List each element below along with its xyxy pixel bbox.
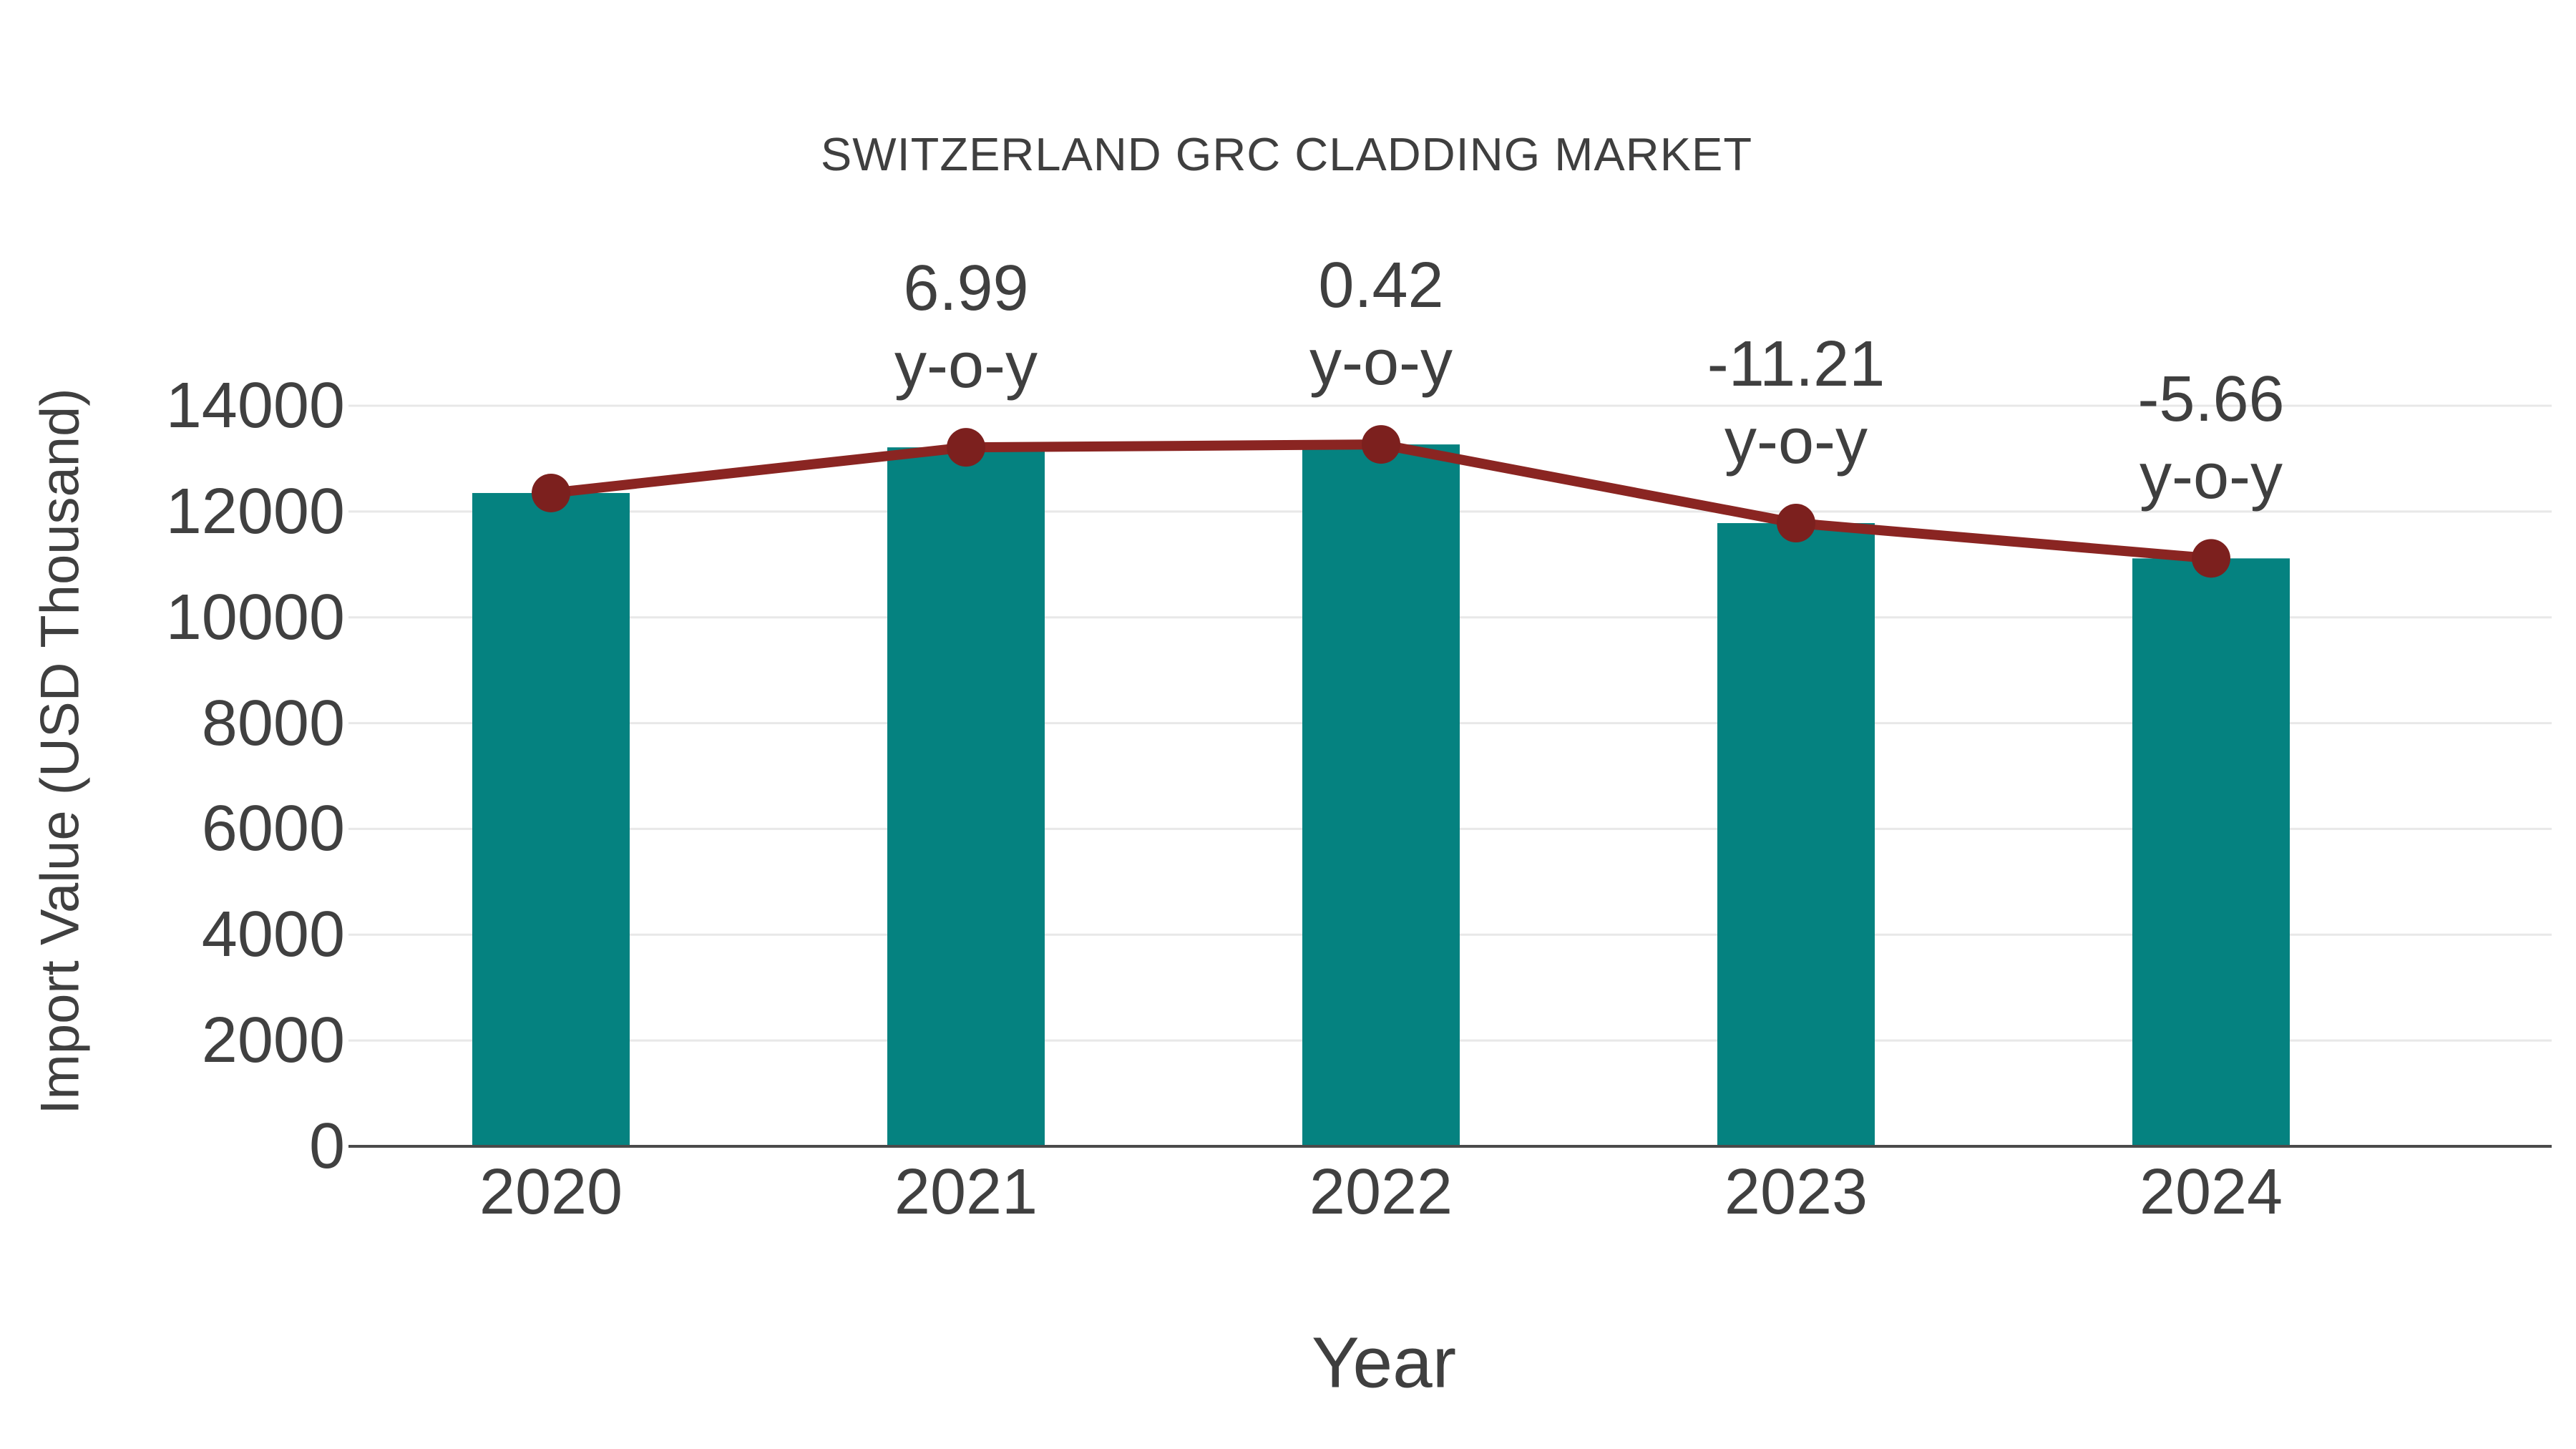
bar-2023 xyxy=(1717,523,1875,1148)
x-tick-label-2021: 2021 xyxy=(894,1156,1038,1228)
marker-2024 xyxy=(2192,539,2230,578)
y-tick-label-14000: 14000 xyxy=(165,370,345,441)
y-tick-label-4000: 4000 xyxy=(201,899,345,971)
annotation-value: -5.66 xyxy=(2137,364,2285,436)
marker-2022 xyxy=(1362,425,1400,464)
annotation-label: y-o-y xyxy=(1724,406,1868,478)
marker-2021 xyxy=(947,428,985,467)
annotation-label: y-o-y xyxy=(2140,441,2283,513)
annotation-2023: -11.21 y-o-y xyxy=(1610,326,1982,480)
annotation-2022: 0.42 y-o-y xyxy=(1195,247,1567,401)
annotation-value: 6.99 xyxy=(903,253,1029,325)
x-tick-label-2023: 2023 xyxy=(1724,1156,1868,1228)
x-tick-label-2020: 2020 xyxy=(479,1156,623,1228)
x-axis-title: Year xyxy=(1311,1322,1457,1403)
annotation-label: y-o-y xyxy=(1309,327,1453,399)
y-tick-label-6000: 6000 xyxy=(201,793,345,865)
y-tick-label-8000: 8000 xyxy=(201,687,345,759)
annotation-2024: -5.66 y-o-y xyxy=(2025,361,2397,515)
bar-2021 xyxy=(887,447,1045,1148)
bar-2020 xyxy=(472,492,630,1148)
annotation-value: -11.21 xyxy=(1707,328,1885,401)
annotation-label: y-o-y xyxy=(894,330,1038,402)
y-tick-label-10000: 10000 xyxy=(165,581,345,653)
bar-2024 xyxy=(2132,558,2290,1148)
bar-2022 xyxy=(1302,444,1460,1148)
marker-2020 xyxy=(532,473,570,512)
y-tick-label-12000: 12000 xyxy=(165,475,345,547)
x-tick-label-2024: 2024 xyxy=(2139,1156,2283,1228)
y-tick-label-0: 0 xyxy=(308,1111,345,1182)
x-tick-label-2022: 2022 xyxy=(1309,1156,1453,1228)
annotation-value: 0.42 xyxy=(1318,250,1444,322)
annotation-2021: 6.99 y-o-y xyxy=(780,250,1152,404)
chart-title: SWITZERLAND GRC CLADDING MARKET xyxy=(820,128,1753,180)
y-tick-label-2000: 2000 xyxy=(201,1005,345,1077)
marker-2023 xyxy=(1777,504,1815,543)
